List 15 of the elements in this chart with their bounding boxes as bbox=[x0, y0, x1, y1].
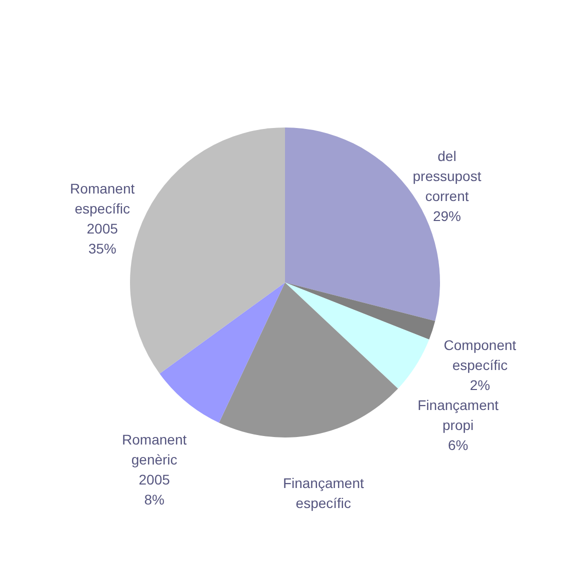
slice-label: Component específic bbox=[444, 336, 516, 373]
pie-slice bbox=[160, 282, 285, 423]
data-label: 35% bbox=[88, 240, 116, 256]
slice-label: del pressupost corrent bbox=[412, 148, 482, 204]
data-label: 6% bbox=[448, 436, 468, 453]
slice-label: Finançament específic bbox=[282, 474, 364, 511]
slice-label: Romanent específic 2005 bbox=[70, 180, 135, 236]
pie-slice bbox=[285, 282, 430, 389]
pie-slice bbox=[285, 282, 436, 340]
data-label: 2% bbox=[470, 376, 490, 393]
slice-label: Romanent genèric 2005 bbox=[122, 431, 187, 488]
slice-label: Finançament propi bbox=[418, 396, 499, 433]
data-label: 8% bbox=[144, 491, 164, 508]
pie-slice bbox=[219, 282, 398, 438]
data-label: 29% bbox=[432, 208, 461, 224]
